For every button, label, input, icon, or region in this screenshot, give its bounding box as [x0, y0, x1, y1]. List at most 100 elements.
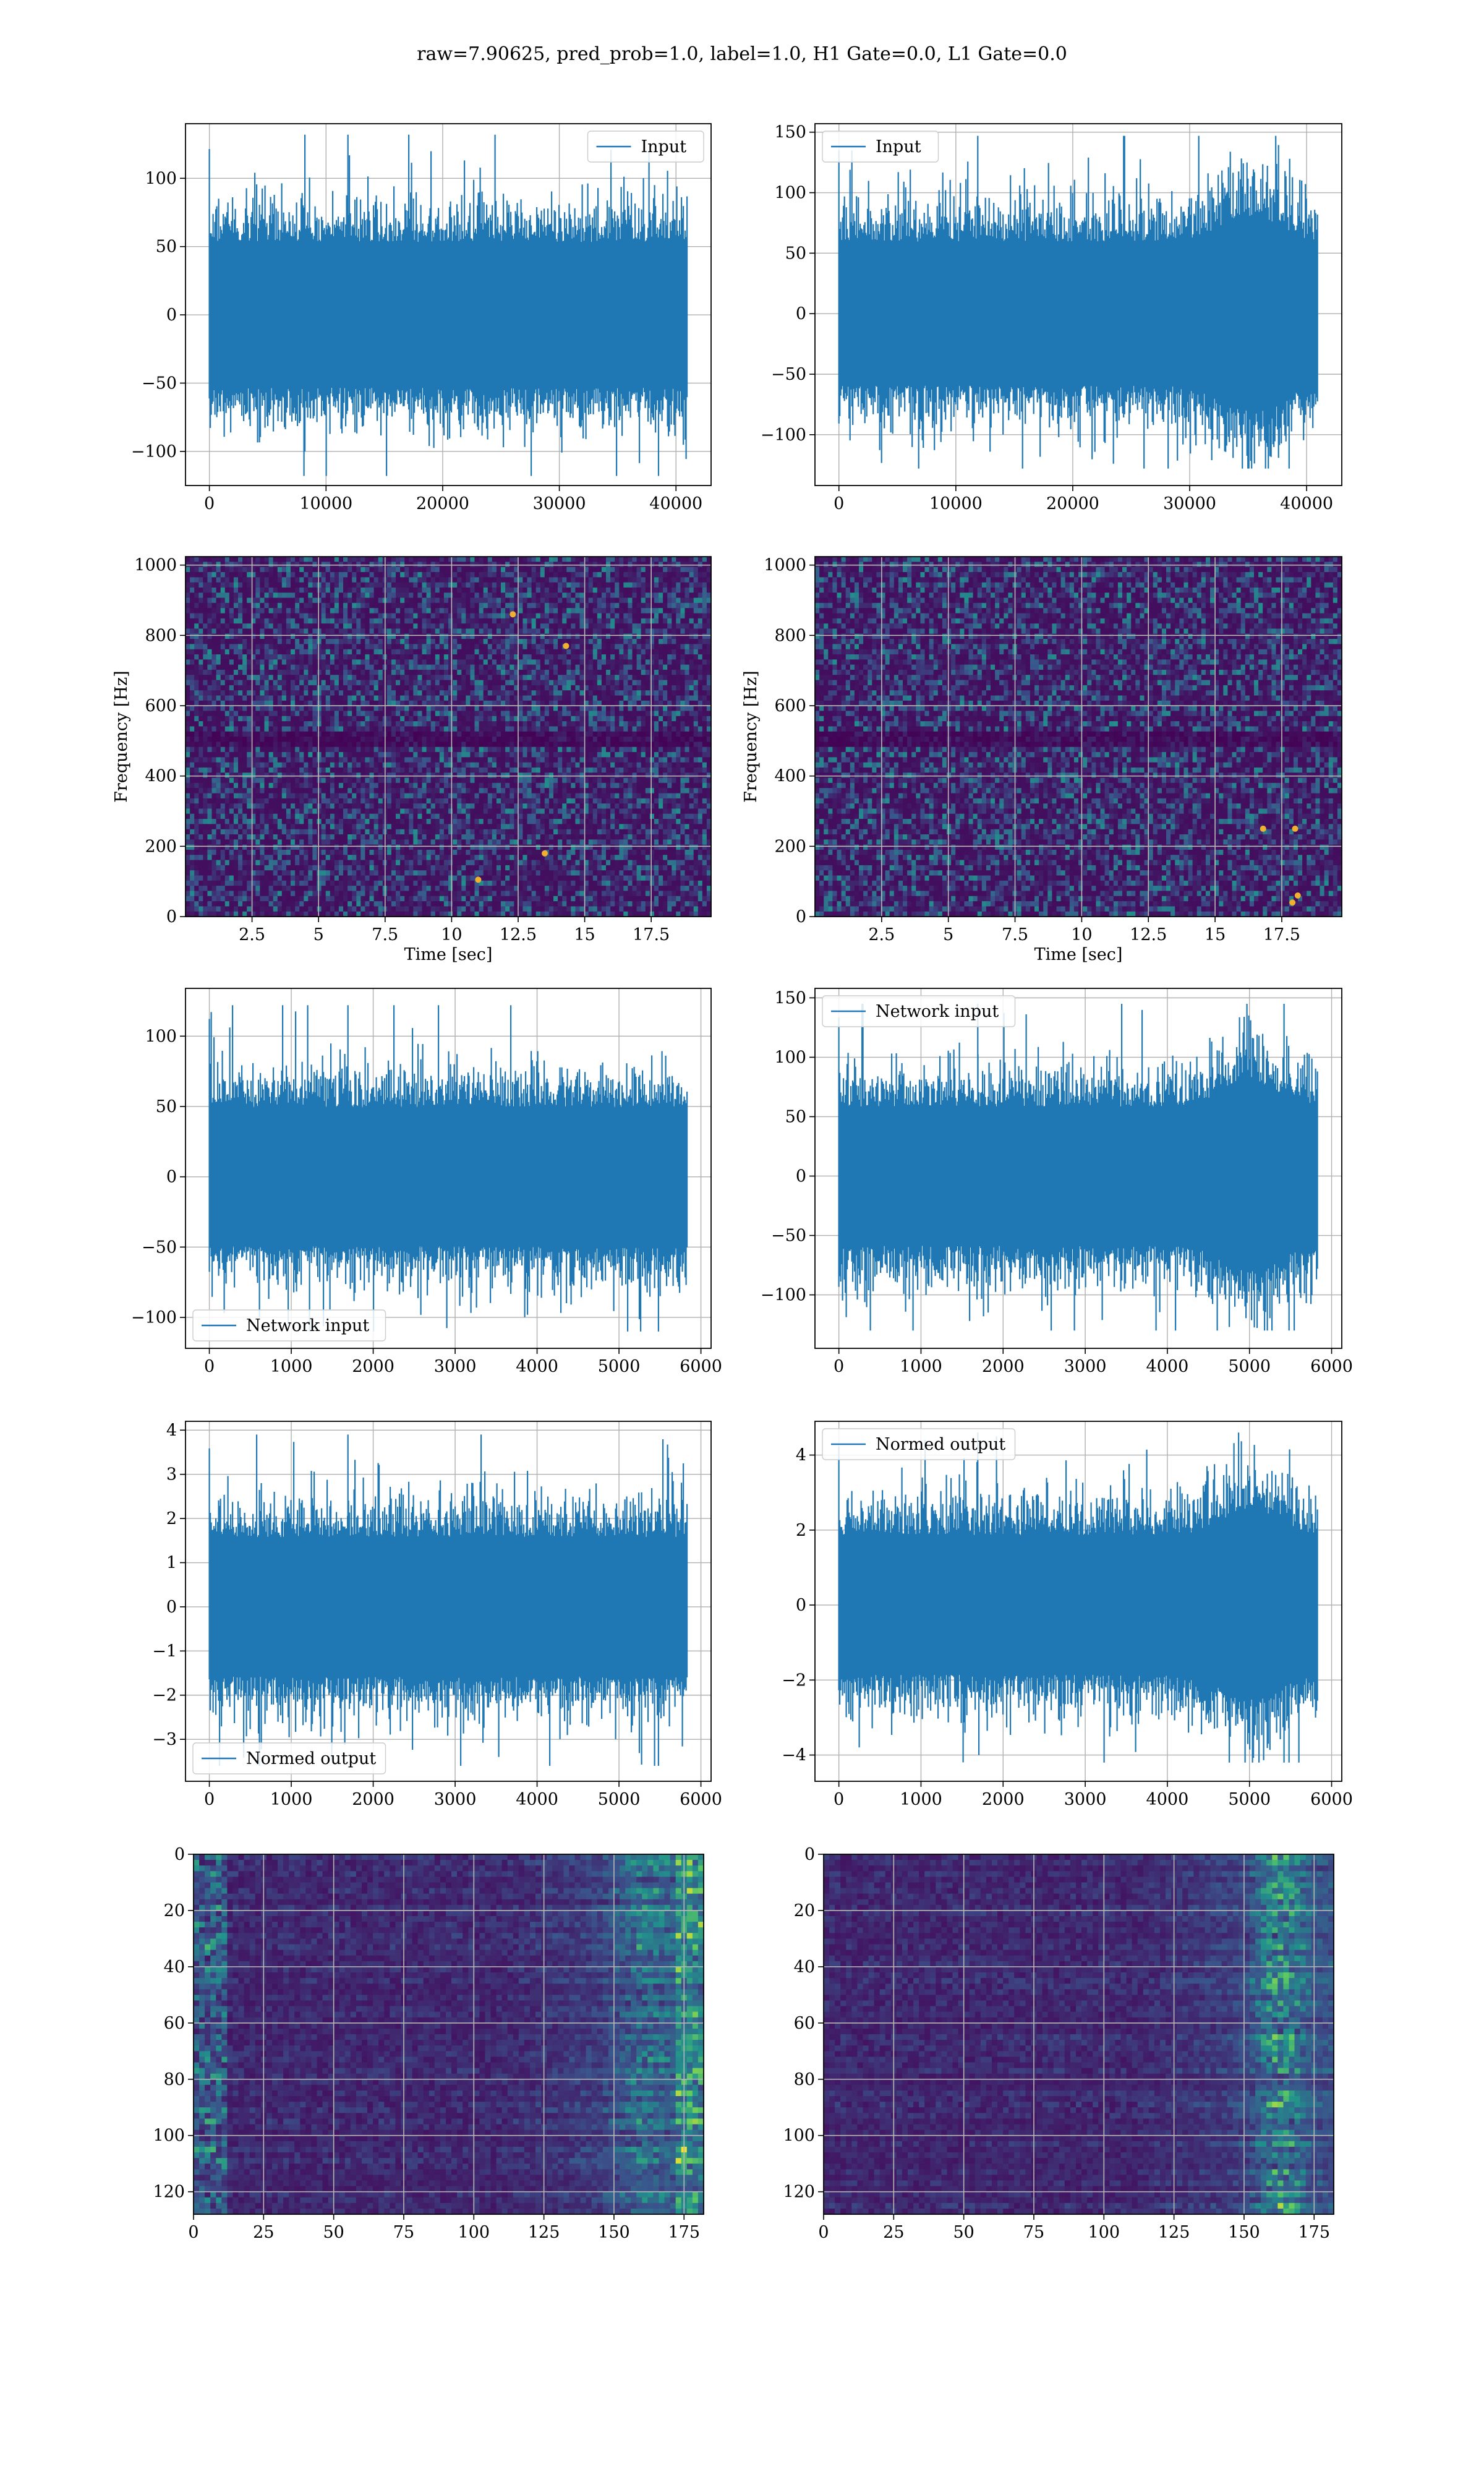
heatmap-cell: [198, 747, 203, 753]
heatmap-cell: [698, 742, 703, 747]
heatmap-cell: [444, 659, 449, 665]
heatmap-cell: [269, 577, 274, 583]
heatmap-cell: [225, 614, 230, 619]
heatmap-cell: [479, 752, 484, 758]
heatmap-cell: [497, 737, 501, 742]
heatmap-cell: [260, 623, 265, 629]
heatmap-cell: [694, 598, 699, 604]
heatmap-cell: [238, 742, 243, 747]
heatmap-cell: [488, 737, 493, 742]
heatmap-cell: [317, 593, 322, 598]
heatmap-cell: [317, 659, 322, 665]
heatmap-cell: [194, 659, 199, 665]
heatmap-cell: [282, 732, 287, 737]
heatmap-cell: [637, 618, 642, 624]
heatmap-cell: [356, 614, 361, 619]
heatmap-cell: [549, 623, 554, 629]
heatmap-cell: [685, 737, 690, 742]
heatmap-cell: [522, 598, 527, 604]
heatmap-cell: [510, 598, 514, 604]
heatmap-cell: [413, 577, 418, 583]
heatmap-cell: [282, 603, 287, 609]
heatmap-cell: [216, 557, 221, 562]
heatmap-cell: [501, 583, 506, 588]
heatmap-cell: [694, 583, 699, 588]
heatmap-cell: [562, 623, 567, 629]
heatmap-cell: [680, 649, 685, 655]
heatmap-cell: [400, 675, 405, 680]
heatmap-cell: [501, 577, 506, 583]
heatmap-cell: [278, 608, 283, 614]
heatmap-cell: [356, 634, 361, 640]
heatmap-cell: [549, 665, 554, 670]
heatmap-cell: [409, 726, 414, 732]
heatmap-cell: [606, 623, 611, 629]
heatmap-cell: [685, 706, 690, 711]
heatmap-cell: [522, 628, 527, 634]
heatmap-cell: [365, 577, 370, 583]
heatmap-cell: [505, 649, 510, 655]
heatmap-cell: [566, 757, 571, 763]
heatmap-cell: [387, 737, 392, 742]
heatmap-cell: [255, 639, 260, 644]
heatmap-cell: [575, 639, 580, 644]
heatmap-cell: [322, 618, 326, 624]
heatmap-cell: [654, 598, 659, 604]
heatmap-cell: [646, 634, 650, 640]
heatmap-cell: [335, 763, 339, 768]
heatmap-cell: [694, 588, 699, 593]
heatmap-cell: [186, 639, 190, 644]
heatmap-cell: [378, 654, 383, 660]
heatmap-cell: [633, 675, 638, 680]
heatmap-cell: [295, 608, 300, 614]
heatmap-cell: [571, 742, 576, 747]
heatmap-cell: [387, 752, 392, 758]
heatmap-cell: [610, 690, 615, 696]
heatmap-cell: [566, 567, 571, 573]
heatmap-cell: [527, 742, 532, 747]
heatmap-cell: [545, 732, 550, 737]
heatmap-cell: [663, 562, 668, 567]
heatmap-cell: [545, 557, 550, 562]
heatmap-cell: [593, 696, 598, 701]
heatmap-cell: [356, 737, 361, 742]
heatmap-cell: [571, 562, 576, 567]
heatmap-cell: [444, 675, 449, 680]
heatmap-cell: [304, 628, 309, 634]
heatmap-cell: [269, 721, 274, 727]
heatmap-cell: [326, 618, 331, 624]
heatmap-cell: [352, 696, 357, 701]
heatmap-cell: [453, 603, 458, 609]
heatmap-cell: [203, 614, 208, 619]
heatmap-cell: [505, 757, 510, 763]
heatmap-cell: [286, 572, 291, 578]
heatmap-cell: [207, 654, 212, 660]
heatmap-cell: [198, 644, 203, 649]
heatmap-cell: [356, 732, 361, 737]
heatmap-cell: [238, 675, 243, 680]
heatmap-cell: [295, 659, 300, 665]
heatmap-cell: [610, 567, 615, 573]
heatmap-cell: [527, 557, 532, 562]
heatmap-cell: [352, 639, 357, 644]
heatmap-cell: [466, 711, 471, 716]
heatmap-cell: [492, 757, 497, 763]
heatmap-cell: [562, 588, 567, 593]
heatmap-cell: [580, 763, 585, 768]
heatmap-cell: [589, 593, 594, 598]
heatmap-cell: [378, 665, 383, 670]
heatmap-cell: [247, 567, 252, 573]
heatmap-cell: [278, 639, 283, 644]
heatmap-cell: [575, 726, 580, 732]
heatmap-cell: [370, 614, 375, 619]
heatmap-cell: [553, 623, 558, 629]
heatmap-cell: [492, 665, 497, 670]
heatmap-cell: [260, 593, 265, 598]
heatmap-cell: [518, 757, 523, 763]
heatmap-cell: [365, 721, 370, 727]
heatmap-cell: [387, 572, 392, 578]
heatmap-cell: [194, 639, 199, 644]
heatmap-cell: [558, 634, 563, 640]
heatmap-cell: [396, 670, 401, 675]
heatmap-cell: [702, 711, 707, 716]
